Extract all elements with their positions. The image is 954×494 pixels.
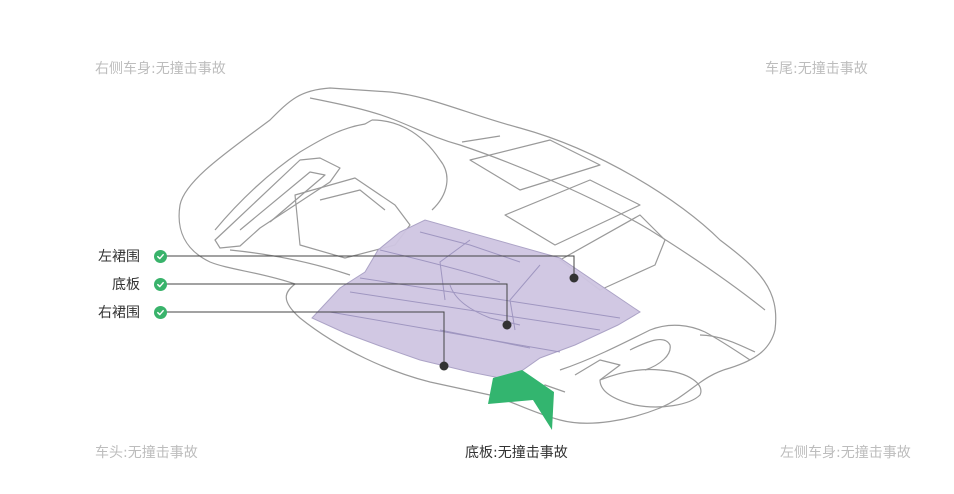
floor-highlight: [311, 219, 641, 379]
view-front[interactable]: 车头:无撞击事故: [95, 445, 198, 461]
check-item-label: 右裙围: [98, 305, 140, 321]
marker-right-skirt: [439, 361, 449, 371]
leader-line-left-skirt: [161, 255, 575, 278]
check-icon: [154, 305, 167, 319]
car-body-outline: [178, 87, 777, 424]
check-item-left-skirt: 左裙围: [98, 247, 167, 265]
view-right-side[interactable]: 右侧车身:无撞击事故: [95, 61, 226, 77]
marker-left-skirt: [569, 273, 579, 283]
view-left-side[interactable]: 左侧车身:无撞击事故: [780, 445, 911, 461]
leader-line-right-skirt: [161, 311, 445, 366]
marker-floor: [502, 320, 512, 330]
check-icon: [154, 277, 167, 291]
leader-line-floor: [161, 283, 508, 325]
check-item-label: 底板: [112, 277, 140, 293]
check-item-right-skirt: 右裙围: [98, 303, 167, 321]
current-view-title: 底板:无撞击事故: [465, 445, 568, 461]
view-rear[interactable]: 车尾:无撞击事故: [765, 61, 868, 77]
check-item-label: 左裙围: [98, 249, 140, 265]
check-icon: [154, 249, 167, 263]
view-direction-arrow: [488, 370, 554, 430]
check-item-floor: 底板: [112, 275, 167, 293]
